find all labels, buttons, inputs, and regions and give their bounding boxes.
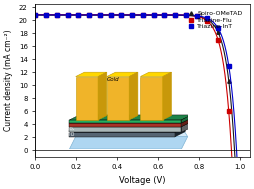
Spiro-OMeTAD [98, 14, 101, 16]
Triazine-Flu [45, 13, 48, 16]
Triazine-InT [173, 14, 177, 16]
Triazine-Flu [66, 13, 69, 16]
Spiro-OMeTAD [109, 14, 112, 16]
Triazine-Flu [88, 13, 91, 16]
Triazine-InT [152, 14, 155, 16]
Triazine-Flu [34, 13, 37, 16]
Triazine-Flu [184, 14, 187, 16]
Triazine-Flu [163, 13, 166, 16]
Triazine-InT [184, 14, 187, 16]
Line: Triazine-InT: Triazine-InT [34, 13, 241, 162]
Spiro-OMeTAD [77, 14, 80, 16]
Spiro-OMeTAD [55, 14, 58, 16]
Triazine-Flu [141, 13, 144, 16]
Spiro-OMeTAD [206, 19, 209, 21]
Triazine-InT [141, 14, 144, 16]
Triazine-InT [227, 65, 230, 67]
Triazine-InT [131, 14, 134, 16]
Legend: Spiro-OMeTAD, Triazine-Flu, Triazine-InT: Spiro-OMeTAD, Triazine-Flu, Triazine-InT [184, 9, 245, 31]
Triazine-InT [77, 14, 80, 16]
Spiro-OMeTAD [173, 14, 177, 16]
Triazine-InT [163, 14, 166, 16]
Triazine-InT [98, 14, 101, 16]
Spiro-OMeTAD [34, 14, 37, 16]
Line: Triazine-Flu: Triazine-Flu [34, 13, 241, 162]
Spiro-OMeTAD [120, 14, 123, 16]
Spiro-OMeTAD [45, 14, 48, 16]
Triazine-Flu [195, 15, 198, 17]
Triazine-InT [238, 159, 241, 161]
Y-axis label: Current density (mA cm⁻²): Current density (mA cm⁻²) [4, 30, 13, 131]
Spiro-OMeTAD [88, 14, 91, 16]
Spiro-OMeTAD [195, 15, 198, 17]
Spiro-OMeTAD [184, 14, 187, 17]
Triazine-InT [88, 14, 91, 16]
Triazine-InT [55, 14, 58, 16]
Triazine-InT [34, 14, 37, 16]
Triazine-Flu [216, 39, 219, 41]
Triazine-Flu [120, 13, 123, 16]
Spiro-OMeTAD [227, 80, 230, 82]
Triazine-Flu [238, 159, 241, 161]
Triazine-Flu [206, 20, 209, 22]
Spiro-OMeTAD [152, 14, 155, 16]
Spiro-OMeTAD [141, 14, 144, 16]
Triazine-InT [206, 17, 209, 19]
Triazine-Flu [152, 13, 155, 16]
Triazine-Flu [98, 13, 101, 16]
Spiro-OMeTAD [163, 14, 166, 16]
Triazine-InT [216, 27, 219, 29]
Triazine-Flu [77, 13, 80, 16]
Triazine-Flu [109, 13, 112, 16]
Spiro-OMeTAD [66, 14, 69, 16]
X-axis label: Voltage (V): Voltage (V) [119, 176, 166, 185]
Triazine-Flu [227, 110, 230, 113]
Spiro-OMeTAD [131, 14, 134, 16]
Triazine-Flu [173, 14, 177, 16]
Spiro-OMeTAD [238, 159, 241, 161]
Spiro-OMeTAD [216, 31, 219, 33]
Triazine-InT [45, 14, 48, 16]
Triazine-Flu [55, 13, 58, 16]
Triazine-InT [66, 14, 69, 16]
Triazine-Flu [131, 13, 134, 16]
Triazine-InT [195, 15, 198, 17]
Triazine-InT [109, 14, 112, 16]
Triazine-InT [120, 14, 123, 16]
Line: Spiro-OMeTAD: Spiro-OMeTAD [34, 13, 241, 162]
